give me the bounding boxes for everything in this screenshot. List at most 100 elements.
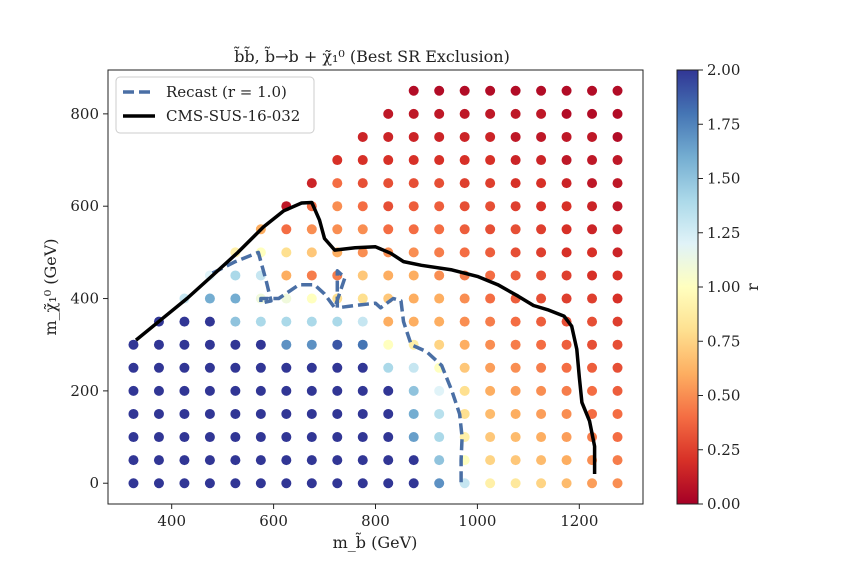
data-point — [383, 455, 394, 466]
data-point — [357, 247, 368, 258]
data-point — [281, 316, 292, 327]
data-point — [459, 108, 470, 119]
data-point — [612, 178, 623, 189]
data-point — [561, 85, 572, 96]
data-point — [536, 178, 547, 189]
data-point — [230, 339, 241, 350]
data-point — [536, 432, 547, 443]
data-point — [281, 478, 292, 489]
data-point — [459, 155, 470, 166]
data-point — [230, 385, 241, 396]
data-point — [587, 478, 598, 489]
data-point — [587, 247, 598, 258]
data-point — [561, 224, 572, 235]
data-point — [485, 478, 496, 489]
data-point — [459, 339, 470, 350]
data-point — [561, 293, 572, 304]
data-point — [306, 293, 317, 304]
data-point — [485, 270, 496, 281]
data-point — [383, 316, 394, 327]
data-point — [459, 201, 470, 212]
data-point — [587, 85, 598, 96]
data-point — [510, 478, 521, 489]
data-point — [434, 293, 445, 304]
data-point — [383, 108, 394, 119]
data-point — [434, 455, 445, 466]
data-point — [281, 339, 292, 350]
data-point — [536, 108, 547, 119]
data-point — [510, 201, 521, 212]
data-point — [612, 85, 623, 96]
data-point — [357, 201, 368, 212]
colorbar-tick-label: 0.25 — [707, 441, 740, 459]
data-point — [510, 339, 521, 350]
data-point — [510, 224, 521, 235]
data-point — [485, 316, 496, 327]
data-point — [587, 178, 598, 189]
x-axis-label: m_b̃ (GeV) — [333, 532, 418, 552]
data-point — [306, 432, 317, 443]
data-point — [587, 385, 598, 396]
data-point — [612, 385, 623, 396]
data-point — [281, 455, 292, 466]
colorbar — [676, 69, 699, 505]
data-point — [306, 362, 317, 373]
data-point — [587, 224, 598, 235]
data-point — [459, 224, 470, 235]
data-point — [179, 408, 190, 419]
data-point — [357, 455, 368, 466]
data-point — [510, 385, 521, 396]
data-point — [383, 478, 394, 489]
data-point — [128, 455, 139, 466]
data-point — [255, 339, 266, 350]
data-point — [536, 293, 547, 304]
data-point — [408, 85, 419, 96]
data-point — [612, 478, 623, 489]
x-tick-label: 400 — [157, 512, 186, 530]
data-point — [255, 385, 266, 396]
data-point — [230, 270, 241, 281]
data-point — [536, 339, 547, 350]
data-point — [179, 316, 190, 327]
contour-lines — [134, 200, 597, 484]
data-point — [510, 247, 521, 258]
data-point — [459, 408, 470, 419]
data-point — [153, 478, 164, 489]
data-point — [587, 316, 598, 327]
data-point — [434, 201, 445, 212]
data-point — [612, 316, 623, 327]
data-point — [408, 270, 419, 281]
colorbar-tick-label: 1.75 — [707, 115, 740, 133]
data-point — [459, 178, 470, 189]
data-point — [561, 108, 572, 119]
data-point — [332, 432, 343, 443]
data-point — [561, 201, 572, 212]
data-point — [510, 408, 521, 419]
y-axis: 0 200 400 600 800 — [70, 105, 108, 492]
data-point — [536, 224, 547, 235]
data-point — [204, 408, 215, 419]
data-point — [383, 432, 394, 443]
data-point — [204, 385, 215, 396]
data-point — [536, 247, 547, 258]
data-point — [612, 432, 623, 443]
data-point — [408, 155, 419, 166]
data-point — [587, 293, 598, 304]
data-point — [306, 339, 317, 350]
data-point — [536, 155, 547, 166]
data-point — [204, 293, 215, 304]
cms-contour-line — [134, 200, 597, 474]
data-point — [459, 247, 470, 258]
data-point — [357, 224, 368, 235]
data-point — [128, 408, 139, 419]
y-tick-label: 200 — [70, 382, 99, 400]
data-point — [153, 385, 164, 396]
data-point — [281, 385, 292, 396]
data-point — [332, 316, 343, 327]
data-point — [561, 385, 572, 396]
data-point — [459, 85, 470, 96]
data-point — [485, 131, 496, 142]
data-point — [510, 178, 521, 189]
data-point — [357, 339, 368, 350]
data-point — [561, 131, 572, 142]
